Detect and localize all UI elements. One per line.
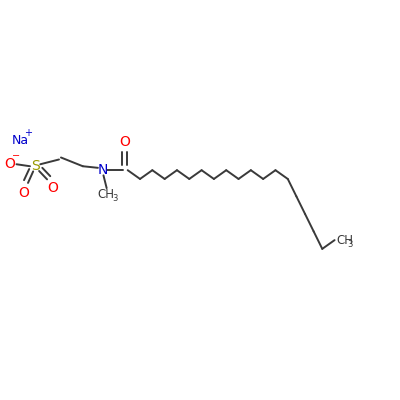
- Text: CH: CH: [97, 188, 114, 200]
- Text: O: O: [119, 136, 130, 150]
- Text: CH: CH: [336, 234, 354, 247]
- Text: S: S: [31, 159, 40, 173]
- Text: 3: 3: [113, 194, 118, 202]
- Text: O: O: [18, 186, 29, 200]
- Text: O: O: [5, 157, 16, 171]
- Text: −: −: [12, 150, 20, 160]
- Text: N: N: [98, 163, 108, 177]
- Text: +: +: [24, 128, 32, 138]
- Text: O: O: [48, 181, 58, 195]
- Text: 3: 3: [348, 240, 353, 249]
- Text: Na: Na: [11, 134, 28, 147]
